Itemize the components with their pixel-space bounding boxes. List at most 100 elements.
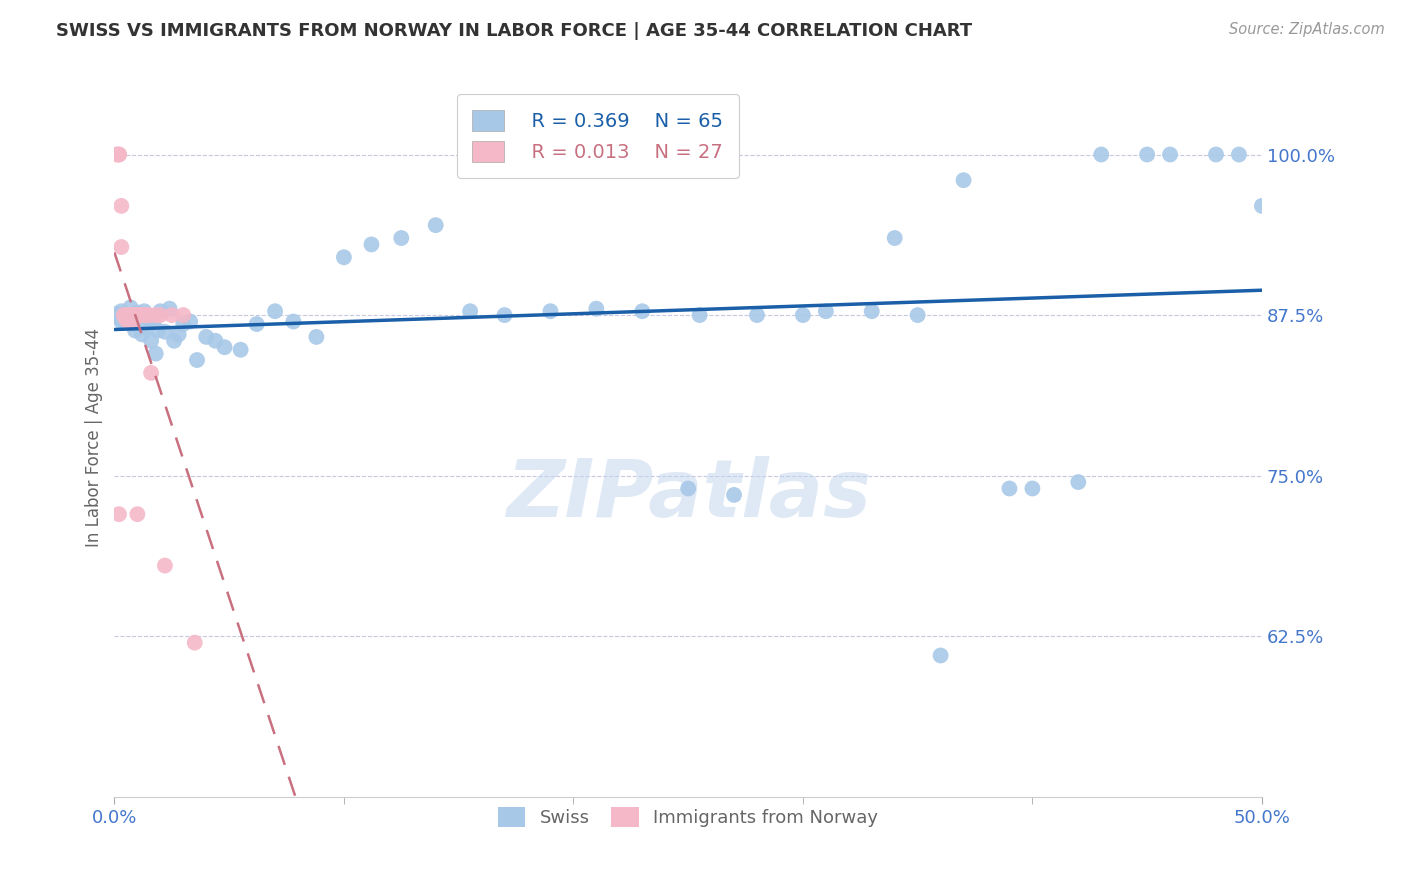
- Point: [264, 304, 287, 318]
- Point: [184, 635, 207, 649]
- Point: [117, 308, 139, 322]
- Point: [494, 308, 516, 322]
- Point: [120, 301, 142, 315]
- Point: [676, 482, 699, 496]
- Point: [246, 317, 269, 331]
- Point: [112, 308, 135, 322]
- Point: [195, 330, 218, 344]
- Text: SWISS VS IMMIGRANTS FROM NORWAY IN LABOR FORCE | AGE 35-44 CORRELATION CHART: SWISS VS IMMIGRANTS FROM NORWAY IN LABOR…: [56, 22, 973, 40]
- Point: [110, 314, 132, 328]
- Point: [115, 312, 138, 326]
- Point: [131, 327, 153, 342]
- Point: [138, 312, 160, 326]
- Point: [179, 314, 201, 328]
- Point: [117, 314, 139, 328]
- Point: [952, 173, 974, 187]
- Point: [1067, 475, 1090, 489]
- Point: [110, 304, 132, 318]
- Point: [458, 304, 481, 318]
- Point: [120, 308, 142, 322]
- Point: [883, 231, 905, 245]
- Legend: Swiss, Immigrants from Norway: Swiss, Immigrants from Norway: [491, 800, 886, 835]
- Text: ZIPatlas: ZIPatlas: [506, 456, 870, 533]
- Point: [814, 304, 837, 318]
- Point: [1021, 482, 1043, 496]
- Point: [131, 308, 153, 322]
- Point: [149, 304, 172, 318]
- Point: [124, 308, 146, 322]
- Point: [186, 353, 208, 368]
- Point: [135, 308, 157, 322]
- Point: [389, 231, 412, 245]
- Point: [998, 482, 1021, 496]
- Point: [139, 366, 162, 380]
- Point: [115, 308, 138, 322]
- Point: [160, 308, 183, 322]
- Point: [110, 199, 132, 213]
- Point: [229, 343, 252, 357]
- Point: [283, 314, 305, 328]
- Point: [1205, 147, 1227, 161]
- Point: [134, 304, 156, 318]
- Point: [108, 507, 131, 521]
- Point: [121, 317, 143, 331]
- Point: [145, 346, 167, 360]
- Point: [134, 308, 156, 322]
- Point: [108, 310, 131, 325]
- Point: [540, 304, 562, 318]
- Point: [128, 308, 150, 322]
- Point: [127, 308, 149, 322]
- Point: [135, 321, 157, 335]
- Point: [929, 648, 952, 663]
- Point: [631, 304, 654, 318]
- Point: [108, 147, 131, 161]
- Point: [146, 324, 169, 338]
- Point: [127, 507, 149, 521]
- Point: [172, 317, 194, 331]
- Point: [145, 308, 167, 322]
- Point: [105, 147, 128, 161]
- Point: [120, 314, 142, 328]
- Point: [115, 316, 138, 330]
- Point: [112, 312, 135, 326]
- Point: [333, 250, 356, 264]
- Point: [127, 305, 149, 319]
- Point: [723, 488, 745, 502]
- Point: [138, 308, 160, 322]
- Point: [142, 314, 165, 328]
- Text: Source: ZipAtlas.com: Source: ZipAtlas.com: [1229, 22, 1385, 37]
- Point: [105, 307, 128, 321]
- Point: [907, 308, 929, 322]
- Point: [305, 330, 328, 344]
- Point: [117, 308, 139, 322]
- Point: [745, 308, 768, 322]
- Point: [153, 558, 176, 573]
- Point: [360, 237, 382, 252]
- Point: [425, 218, 447, 232]
- Point: [110, 240, 132, 254]
- Point: [1159, 147, 1181, 161]
- Point: [214, 340, 236, 354]
- Point: [128, 310, 150, 324]
- Point: [167, 327, 190, 342]
- Point: [689, 308, 711, 322]
- Point: [792, 308, 814, 322]
- Point: [149, 308, 172, 322]
- Point: [108, 147, 131, 161]
- Point: [121, 308, 143, 322]
- Point: [139, 334, 162, 348]
- Point: [204, 334, 226, 348]
- Point: [1090, 147, 1112, 161]
- Point: [585, 301, 607, 316]
- Point: [121, 314, 143, 328]
- Point: [1251, 199, 1274, 213]
- Point: [1136, 147, 1159, 161]
- Point: [159, 301, 181, 316]
- Point: [172, 308, 194, 322]
- Point: [153, 325, 176, 339]
- Point: [124, 324, 146, 338]
- Point: [163, 334, 186, 348]
- Point: [860, 304, 883, 318]
- Y-axis label: In Labor Force | Age 35-44: In Labor Force | Age 35-44: [86, 327, 103, 547]
- Point: [127, 308, 149, 322]
